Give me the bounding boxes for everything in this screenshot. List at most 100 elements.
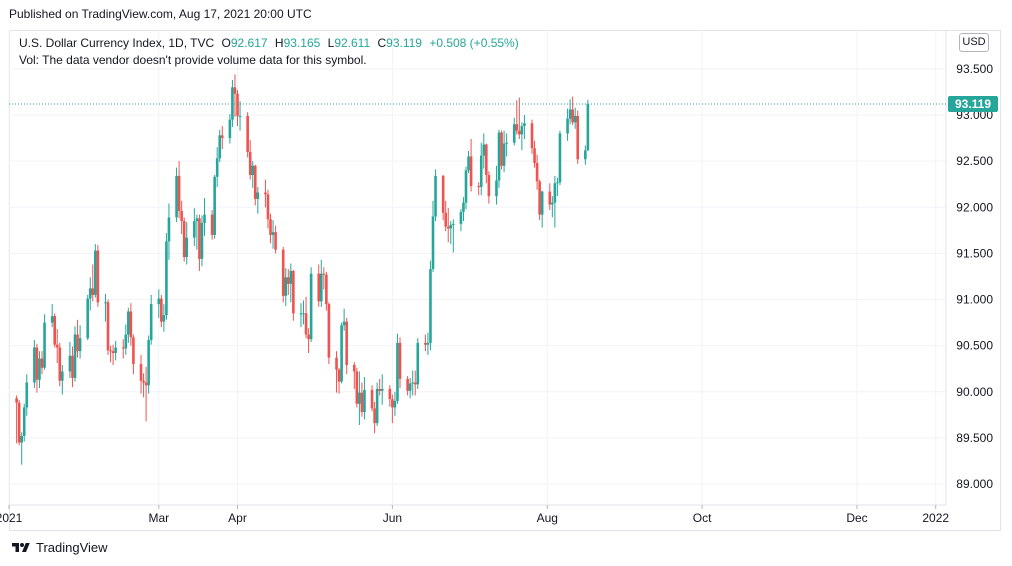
candle xyxy=(327,302,331,365)
candle-body xyxy=(512,124,516,143)
candle-body xyxy=(571,109,574,123)
candle xyxy=(416,338,420,389)
candle-body xyxy=(370,389,374,409)
candle xyxy=(256,186,260,214)
candle xyxy=(520,122,524,151)
candle xyxy=(157,289,161,318)
candle-body xyxy=(363,389,366,413)
candle xyxy=(551,196,554,218)
candle xyxy=(505,133,508,157)
candle xyxy=(477,182,481,196)
candle-body xyxy=(185,237,189,258)
candle xyxy=(200,215,204,267)
low-value: 92.611 xyxy=(334,36,371,50)
candle-body xyxy=(568,109,572,119)
candle xyxy=(584,145,587,165)
candle xyxy=(553,175,557,228)
candle-body xyxy=(264,192,267,195)
candle xyxy=(132,334,135,375)
candle-body xyxy=(424,342,427,345)
candle-body xyxy=(497,132,501,181)
candle-body xyxy=(94,250,97,295)
candle-body xyxy=(467,156,470,171)
candle-body xyxy=(327,304,331,358)
candle xyxy=(33,340,36,389)
candle-body xyxy=(220,135,224,139)
symbol-title[interactable]: U.S. Dollar Currency Index, 1D, TVC xyxy=(19,36,215,50)
candle-body xyxy=(88,288,92,299)
candle-body xyxy=(444,212,447,227)
currency-button[interactable]: USD xyxy=(959,33,989,52)
candle-body xyxy=(553,183,557,203)
candle-body xyxy=(177,175,181,211)
candle-body xyxy=(91,288,95,295)
x-tick-label: Mar xyxy=(148,511,169,525)
candle xyxy=(413,370,417,396)
candle xyxy=(576,110,580,164)
candle xyxy=(337,367,341,394)
candle xyxy=(274,225,277,254)
candle-body xyxy=(540,191,544,215)
candle-body xyxy=(167,217,171,242)
candle xyxy=(210,210,214,240)
candle-body xyxy=(375,388,379,424)
candle xyxy=(360,382,364,417)
candle-body xyxy=(253,165,257,199)
candle xyxy=(388,385,392,407)
candle xyxy=(467,150,470,174)
candle-body xyxy=(584,150,587,160)
candle-body xyxy=(487,174,491,197)
candle xyxy=(540,190,544,228)
candle xyxy=(469,138,473,192)
candle xyxy=(220,126,224,150)
candle-body xyxy=(548,191,552,205)
candle-body xyxy=(518,130,521,135)
candle-body xyxy=(485,144,488,175)
x-tick-label: 2022 xyxy=(922,511,949,525)
candle xyxy=(408,377,412,399)
candle xyxy=(162,304,166,332)
tradingview-brand[interactable]: TradingView xyxy=(10,540,108,555)
candle xyxy=(121,339,125,359)
last-price-tag: 93.119 xyxy=(948,96,998,113)
candle xyxy=(22,403,26,442)
candle xyxy=(61,364,64,395)
candle xyxy=(40,351,44,375)
open-key: O xyxy=(221,36,231,50)
candle-body xyxy=(20,436,23,443)
candle xyxy=(573,107,577,129)
candle-body xyxy=(396,342,399,401)
candle xyxy=(568,99,572,125)
candle xyxy=(269,213,272,244)
candle-body xyxy=(505,142,508,144)
candle xyxy=(322,267,326,290)
candle-body xyxy=(198,218,201,259)
candle-body xyxy=(96,250,100,303)
candle-body xyxy=(469,156,473,187)
price-axis: 93.50093.00092.50092.00091.50091.00090.5… xyxy=(956,62,993,491)
close-key: C xyxy=(377,36,387,50)
candle xyxy=(299,303,303,328)
candle-body xyxy=(325,274,328,305)
candle-body xyxy=(162,315,166,322)
published-note: Published on TradingView.com, Aug 17, 20… xyxy=(9,7,312,21)
candle xyxy=(55,329,59,364)
candle-body xyxy=(157,298,161,305)
candle-body xyxy=(248,151,252,175)
x-tick-label: 2021 xyxy=(0,511,23,525)
candle-body xyxy=(129,311,133,338)
candle-body xyxy=(86,298,90,339)
candle-body xyxy=(307,334,310,340)
candle xyxy=(228,114,232,144)
candle xyxy=(73,326,77,382)
candle xyxy=(15,395,18,444)
open-value: 92.617 xyxy=(230,36,268,50)
candle-body xyxy=(274,232,277,250)
candle-body xyxy=(144,382,148,386)
x-tick-label: Aug xyxy=(537,511,558,525)
candle xyxy=(533,140,536,168)
candle xyxy=(203,198,206,236)
candle xyxy=(325,271,328,311)
candle xyxy=(429,260,432,351)
